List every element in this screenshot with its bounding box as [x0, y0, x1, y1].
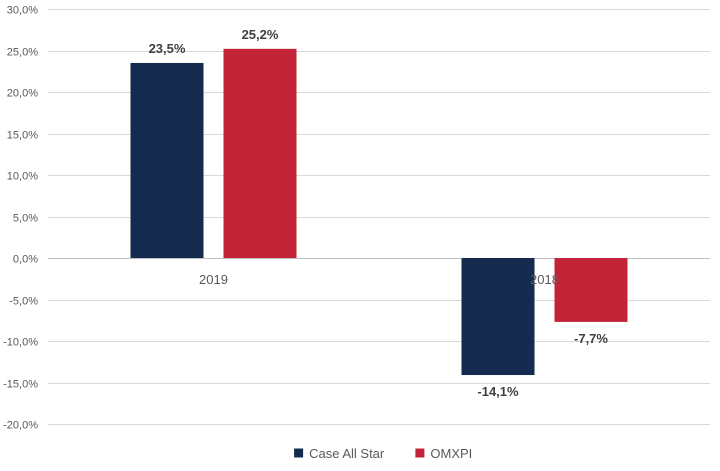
y-tick-label: -20,0% — [3, 420, 38, 432]
bar-omxpi-2018 — [554, 258, 628, 322]
bar-case-all-star-2019 — [130, 62, 204, 259]
y-tick-label: 30,0% — [7, 5, 38, 17]
bars — [130, 48, 628, 376]
y-tick-label: -15,0% — [3, 379, 38, 391]
y-tick-label: 20,0% — [7, 88, 38, 100]
bar-case-all-star-2018 — [461, 258, 535, 376]
bar-omxpi-2019 — [223, 48, 297, 259]
y-tick-label: 10,0% — [7, 171, 38, 183]
legend-swatch — [415, 448, 425, 458]
data-label: -7,7% — [574, 331, 608, 346]
category-labels: 2019 2018 — [199, 272, 559, 287]
data-label: -14,1% — [477, 384, 519, 399]
legend-label: OMXPI — [430, 446, 472, 461]
legend: Case All Star OMXPI — [294, 446, 472, 461]
category-label: 2019 — [199, 272, 228, 287]
y-tick-label: -5,0% — [9, 296, 38, 308]
y-tick-label: 0,0% — [13, 254, 38, 266]
data-label: 23,5% — [149, 41, 186, 56]
legend-label: Case All Star — [309, 446, 385, 461]
data-label: 25,2% — [242, 27, 279, 42]
category-label: 2018 — [530, 272, 559, 287]
y-axis-ticks: 30,0% 25,0% 20,0% 15,0% 10,0% 5,0% 0,0% -5,0% -1… — [3, 5, 38, 432]
y-tick-label: -10,0% — [3, 337, 38, 349]
legend-swatch — [294, 448, 304, 458]
y-tick-label: 5,0% — [13, 213, 38, 225]
data-labels: 23,5% 25,2% -14,1% -7,7% — [149, 27, 609, 399]
y-tick-label: 15,0% — [7, 130, 38, 142]
y-tick-label: 25,0% — [7, 47, 38, 59]
